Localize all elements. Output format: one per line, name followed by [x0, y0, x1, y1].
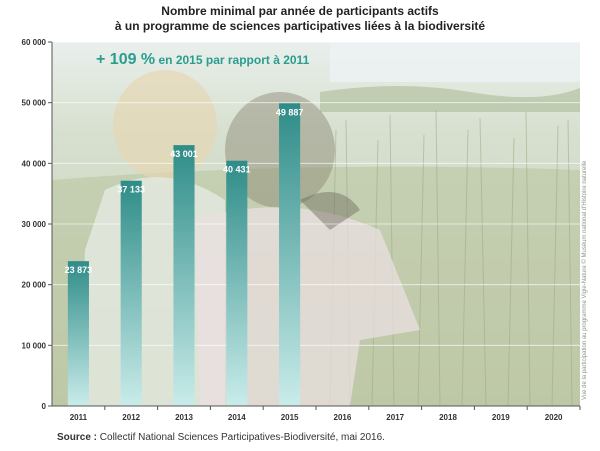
bar: [279, 103, 301, 406]
x-tick-label: 2020: [545, 413, 563, 422]
data-label: 23 873: [65, 265, 93, 275]
photo-credit: Vue de la participation au programme Vig…: [581, 160, 588, 400]
x-tick-label: 2016: [334, 413, 352, 422]
chart-title: Nombre minimal par année de participants…: [0, 4, 600, 34]
bar: [67, 261, 89, 406]
source-label: Source :: [57, 432, 98, 443]
annotation: + 109 % en 2015 par rapport à 2011: [96, 51, 310, 68]
x-tick-label: 2017: [386, 413, 404, 422]
bars-layer: 23 873 37 133 43 001 40 431 49 887: [65, 103, 304, 407]
y-tick-label: 50 000: [22, 99, 47, 108]
y-tick-label: 20 000: [22, 281, 47, 290]
x-tick-label: 2018: [439, 413, 457, 422]
x-tick-label: 2011: [70, 413, 88, 422]
y-tick-label: 30 000: [22, 220, 47, 229]
annotation-big: + 109 %: [96, 51, 155, 68]
y-tick-label: 60 000: [22, 38, 47, 47]
x-tick-label: 2014: [228, 413, 246, 422]
data-label: 43 001: [170, 149, 198, 159]
title-line-1: Nombre minimal par année de participants…: [161, 4, 439, 18]
y-tick-label: 0: [42, 402, 47, 411]
data-label: 37 133: [117, 185, 145, 195]
x-tick-label: 2013: [175, 413, 193, 422]
bar: [120, 180, 142, 406]
bar: [173, 145, 195, 407]
x-tick-label: 2012: [122, 413, 140, 422]
annotation-rest: en 2015 par rapport à 2011: [155, 53, 309, 67]
y-tick-label: 10 000: [22, 341, 47, 350]
x-tick-label: 2015: [281, 413, 299, 422]
data-label: 40 431: [223, 165, 251, 175]
x-tick-label: 2019: [492, 413, 510, 422]
gridlines: [52, 41, 580, 346]
data-label: 49 887: [276, 107, 304, 117]
axes-layer: 0 10 000 20 000 30 000 40 000 50 000 60 000 201…: [22, 38, 581, 422]
source-text: Collectif National Sciences Participativ…: [97, 432, 385, 443]
source-note: Source : Collectif National Sciences Par…: [57, 432, 385, 443]
title-line-2: à un programme de sciences participative…: [114, 19, 486, 33]
y-tick-label: 40 000: [22, 159, 47, 168]
bar: [226, 160, 248, 406]
